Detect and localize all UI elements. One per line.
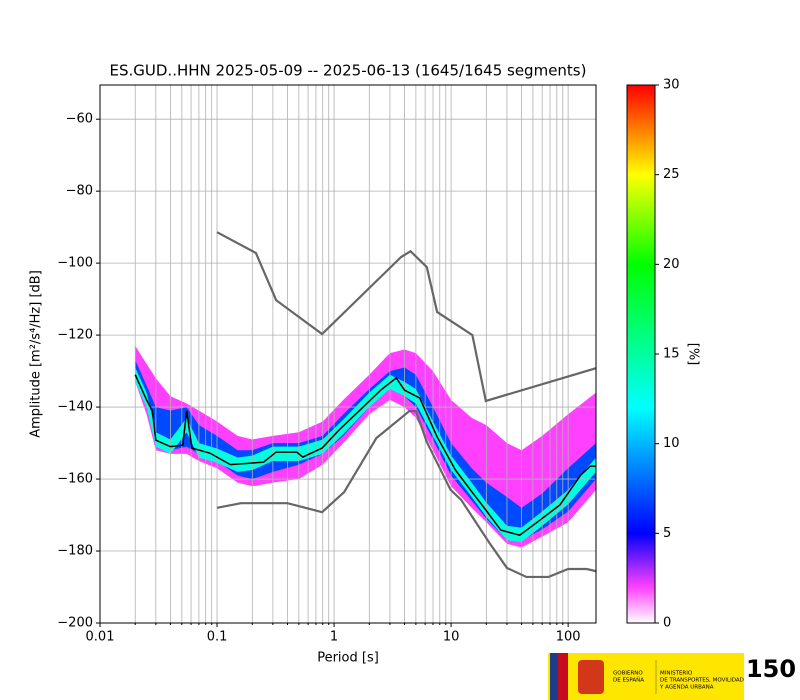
series-line — [134, 374, 596, 537]
logo-ministry-text: DE TRANSPORTES, MOVILIDAD — [660, 678, 744, 684]
y-tick-label: −60 — [66, 112, 93, 127]
colorbar-tick-label: 0 — [663, 616, 671, 631]
colorbar-tick-label: 10 — [663, 436, 680, 451]
logo-background — [548, 653, 744, 700]
anniversary-logo: 150 — [746, 655, 796, 683]
logo-ministry-text: Y AGENDA URBANA — [659, 685, 714, 691]
y-tick-label: −140 — [57, 400, 93, 415]
colorbar-tick-label: 20 — [663, 257, 680, 272]
series-line — [216, 231, 596, 403]
logo-shield — [578, 660, 604, 694]
y-axis-label: Amplitude [m²/s⁴/Hz] [dB] — [29, 270, 44, 438]
y-tick-label: −80 — [66, 184, 93, 199]
x-tick-label: 0.01 — [86, 630, 115, 645]
colorbar-label: [%] — [686, 343, 701, 366]
y-tick-label: −100 — [57, 256, 93, 271]
y-tick-label: −180 — [57, 544, 93, 559]
y-tick-label: −200 — [57, 616, 93, 631]
plot-area — [100, 85, 596, 623]
density-band — [135, 367, 596, 543]
chart-title: ES.GUD..HHN 2025-05-09 -- 2025-06-13 (16… — [110, 62, 587, 80]
x-axis-label: Period [s] — [317, 651, 379, 666]
colorbar-tick-label: 25 — [663, 167, 680, 182]
colorbar-tick-label: 5 — [663, 526, 671, 541]
colorbar-tick-label: 30 — [663, 78, 680, 93]
logo-ministry-text: MINISTERIO — [660, 671, 693, 677]
colorbar-tick-label: 15 — [663, 347, 680, 362]
x-tick-label: 10 — [443, 630, 460, 645]
colorbar — [626, 84, 656, 624]
logo-government-text: DE ESPAÑA — [613, 677, 644, 684]
x-tick-label: 100 — [556, 630, 581, 645]
logo-flag — [558, 653, 568, 700]
y-tick-label: −120 — [57, 328, 93, 343]
plot-frame — [99, 84, 597, 624]
series-line — [216, 409, 596, 579]
x-tick-label: 0.1 — [207, 630, 228, 645]
logo-government-text: GOBIERNO — [613, 671, 643, 677]
y-tick-label: −160 — [57, 472, 93, 487]
x-tick-label: 1 — [330, 630, 338, 645]
